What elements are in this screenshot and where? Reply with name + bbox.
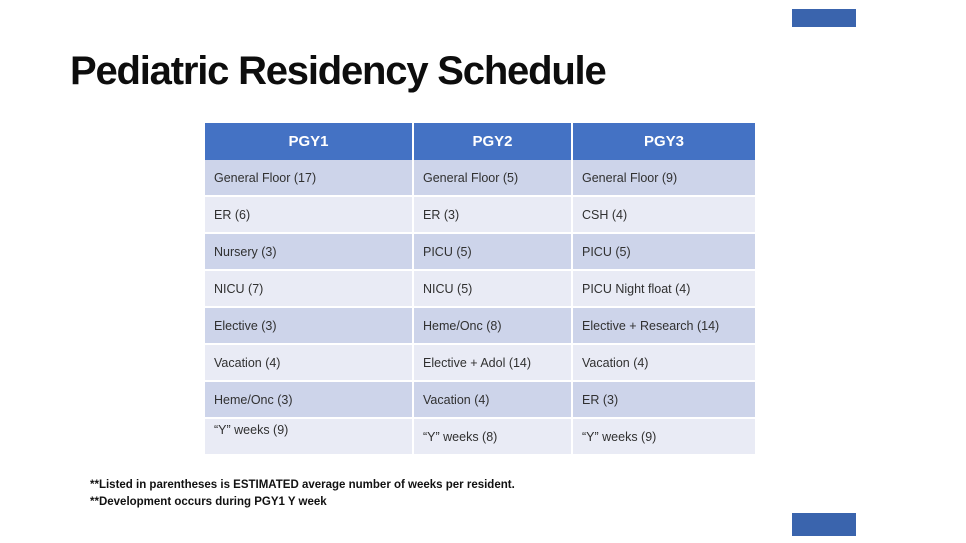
table-cell: Heme/Onc (8) xyxy=(414,308,571,343)
table-cell: PICU Night float (4) xyxy=(573,271,755,306)
table-cell: ER (6) xyxy=(205,197,412,232)
table-cell: Elective + Research (14) xyxy=(573,308,755,343)
table-cell: “Y” weeks (8) xyxy=(414,419,571,454)
table-cell: Nursery (3) xyxy=(205,234,412,269)
footnote-development: **Development occurs during PGY1 Y week xyxy=(90,496,327,508)
table-cell: General Floor (17) xyxy=(205,160,412,195)
residency-schedule-table: PGY1 PGY2 PGY3 General Floor (17) Genera… xyxy=(205,123,755,454)
table-cell: NICU (5) xyxy=(414,271,571,306)
table-cell: “Y” weeks (9) xyxy=(205,419,412,454)
column-header-pgy3: PGY3 xyxy=(573,123,755,160)
footnotes: **Listed in parentheses is ESTIMATED ave… xyxy=(90,477,515,511)
table-cell: General Floor (5) xyxy=(414,160,571,195)
table-cell: Elective (3) xyxy=(205,308,412,343)
table-cell: NICU (7) xyxy=(205,271,412,306)
slide-title: Pediatric Residency Schedule xyxy=(70,49,607,93)
bottom-accent-bar xyxy=(792,513,856,536)
column-header-pgy2: PGY2 xyxy=(414,123,571,160)
table-cell: PICU (5) xyxy=(573,234,755,269)
table-cell: Vacation (4) xyxy=(205,345,412,380)
table-cell: Vacation (4) xyxy=(573,345,755,380)
table-cell: Vacation (4) xyxy=(414,382,571,417)
top-accent-bar xyxy=(792,9,856,27)
table-cell: PICU (5) xyxy=(414,234,571,269)
table-cell: Elective + Adol (14) xyxy=(414,345,571,380)
table-cell: ER (3) xyxy=(573,382,755,417)
table-cell: ER (3) xyxy=(414,197,571,232)
table-cell: General Floor (9) xyxy=(573,160,755,195)
table-cell: “Y” weeks (9) xyxy=(573,419,755,454)
table-cell: Heme/Onc (3) xyxy=(205,382,412,417)
footnote-weeks-estimate: **Listed in parentheses is ESTIMATED ave… xyxy=(90,479,515,491)
table-cell: CSH (4) xyxy=(573,197,755,232)
column-header-pgy1: PGY1 xyxy=(205,123,412,160)
